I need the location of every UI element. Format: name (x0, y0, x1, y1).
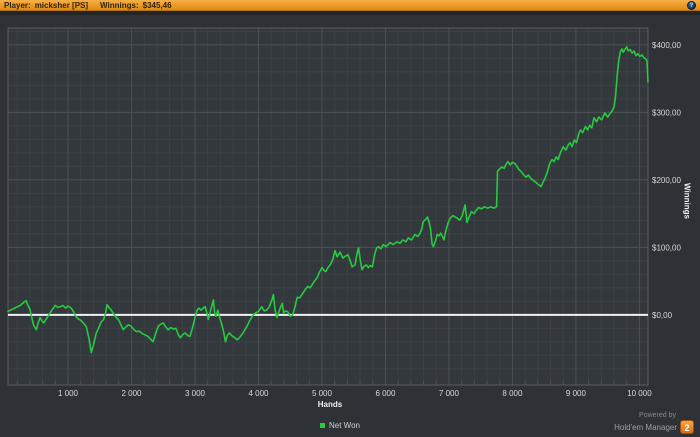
tick-label: 5 000 (312, 389, 333, 398)
titlebar-divider (0, 11, 700, 15)
tick-label: $200,00 (652, 176, 681, 185)
player-label: Player: (4, 0, 31, 10)
tick-label: 10 000 (627, 389, 652, 398)
legend: Net Won (320, 421, 360, 430)
tick-label: 8 000 (502, 389, 523, 398)
tick-label: $300,00 (652, 108, 681, 117)
net-won-line (7, 46, 649, 354)
title-bar: Player: micksher [PS] Winnings: $345,46 … (0, 0, 700, 11)
help-icon[interactable]: ? (687, 0, 696, 10)
tick-label: 6 000 (375, 389, 396, 398)
brand-name: Hold'em Manager (614, 422, 677, 432)
winnings-value: $345,46 (142, 0, 172, 10)
tick-label: $100,00 (652, 243, 681, 252)
hm2-logo-icon: 2 (680, 420, 694, 434)
net-won-legend-label: Net Won (329, 421, 360, 430)
tick-label: 7 000 (439, 389, 460, 398)
tick-label: 2 000 (121, 389, 142, 398)
tick-label: 3 000 (185, 389, 206, 398)
tick-label: 9 000 (566, 389, 587, 398)
tick-label: 1 000 (58, 389, 79, 398)
net-won-legend-marker (320, 423, 325, 428)
tick-label: 4 000 (248, 389, 269, 398)
y-axis-title: Winnings (682, 183, 692, 219)
tick-label: $400,00 (652, 41, 681, 50)
tick-label: $0,00 (652, 311, 673, 320)
x-axis-title: Hands (317, 400, 343, 409)
player-name: micksher [PS] (34, 0, 89, 10)
powered-by-block: Powered by Hold'em Manager 2 (614, 412, 694, 434)
winnings-label: Winnings: (100, 0, 139, 10)
powered-by-text: Powered by (639, 412, 676, 419)
